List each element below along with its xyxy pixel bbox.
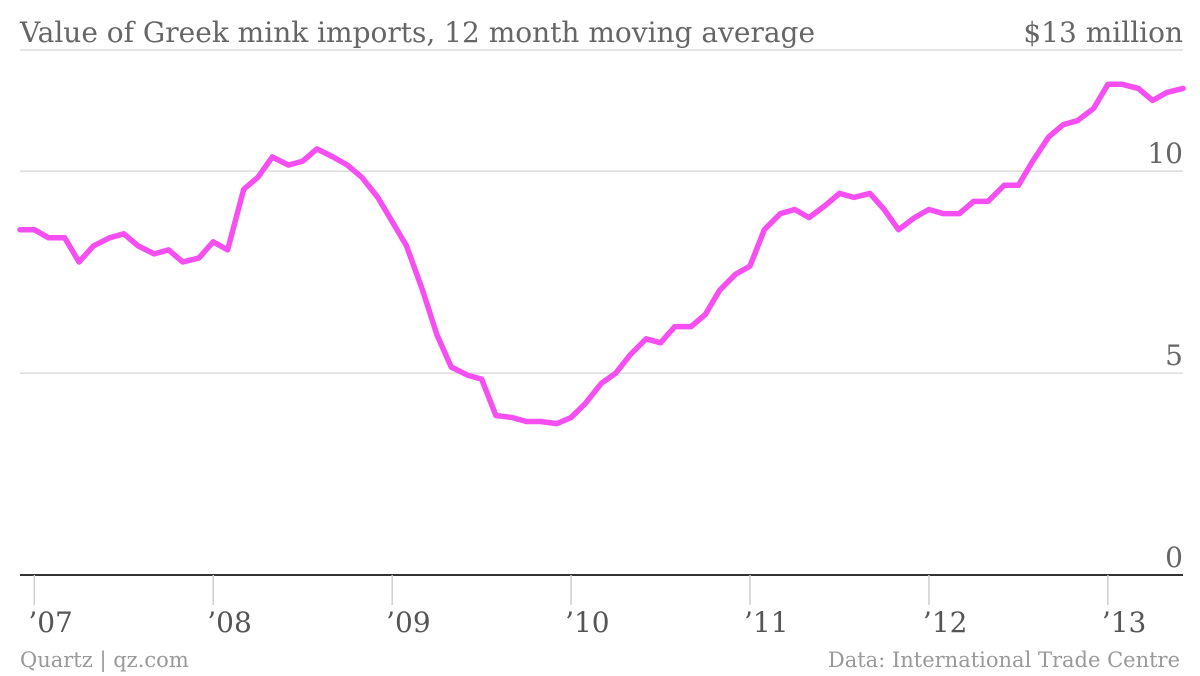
data-point (973, 201, 974, 202)
data-point (705, 314, 706, 315)
data-point (109, 237, 110, 238)
data-point (436, 334, 437, 335)
data-point (34, 229, 35, 230)
x-tick-label: ’13 (1102, 606, 1147, 639)
data-point (20, 229, 21, 230)
data-point (943, 213, 944, 214)
data-point (630, 354, 631, 355)
data-point (213, 241, 214, 242)
data-point (1048, 136, 1049, 137)
data-point (1107, 84, 1108, 85)
chart-title: Value of Greek mink imports, 12 month mo… (19, 16, 815, 49)
data-point (288, 165, 289, 166)
data-point (809, 217, 810, 218)
data-point (646, 338, 647, 339)
data-point (272, 157, 273, 158)
data-point (243, 189, 244, 190)
data-point (1018, 185, 1019, 186)
data-point (406, 245, 407, 246)
data-point (825, 205, 826, 206)
footer-data-source: Data: International Trade Centre (828, 648, 1180, 672)
data-point (422, 290, 423, 291)
data-point (1004, 185, 1005, 186)
data-point (898, 229, 899, 230)
x-tick-label: ’10 (565, 606, 610, 639)
data-point (93, 245, 94, 246)
data-point (227, 249, 228, 250)
data-point (540, 421, 541, 422)
data-point (495, 415, 496, 416)
data-point (764, 229, 765, 230)
x-tick-label: ’08 (207, 606, 252, 639)
data-point (884, 209, 885, 210)
data-point (674, 326, 675, 327)
data-point (123, 233, 124, 234)
data-point (1032, 161, 1033, 162)
data-point (258, 177, 259, 178)
gridlines (20, 49, 1183, 576)
data-point (869, 193, 870, 194)
data-point (660, 342, 661, 343)
data-point (79, 262, 80, 263)
x-axis-ticks: ’07 ’08 ’09 ’10 ’11 ’12 ’13 (28, 575, 1146, 639)
x-tick-label: ’07 (28, 606, 73, 639)
data-point (182, 262, 183, 263)
data-point (1063, 124, 1064, 125)
data-point (735, 274, 736, 275)
data-point (526, 421, 527, 422)
data-point (601, 383, 602, 384)
x-tick-label: ’09 (386, 606, 431, 639)
data-point (928, 209, 929, 210)
data-point (750, 266, 751, 267)
data-point (959, 213, 960, 214)
data-point (556, 423, 557, 424)
data-point (914, 217, 915, 218)
data-point (392, 221, 393, 222)
data-point (198, 258, 199, 259)
x-tick-label: ’12 (923, 606, 968, 639)
data-point (780, 213, 781, 214)
data-point (615, 373, 616, 374)
data-point (317, 148, 318, 149)
data-point (347, 165, 348, 166)
x-tick-label: ’11 (744, 606, 789, 639)
data-point (1077, 120, 1078, 121)
data-point (719, 290, 720, 291)
data-point (853, 197, 854, 198)
data-point (585, 403, 586, 404)
data-point (839, 193, 840, 194)
data-point (571, 417, 572, 418)
data-point (794, 209, 795, 210)
data-point (1093, 108, 1094, 109)
data-point (64, 237, 65, 238)
y-axis-unit-label: $13 million (1023, 16, 1183, 49)
y-tick-label: 10 (1147, 137, 1183, 170)
data-point (512, 417, 513, 418)
y-axis-ticks: 0 5 10 (1147, 137, 1183, 574)
data-point (451, 367, 452, 368)
data-point (48, 237, 49, 238)
data-point (1138, 88, 1139, 89)
data-point (138, 245, 139, 246)
data-point (302, 161, 303, 162)
footer-source-credit: Quartz | qz.com (20, 648, 189, 673)
data-point (988, 201, 989, 202)
y-tick-label: 0 (1165, 541, 1183, 574)
data-point (1166, 92, 1167, 93)
data-point (481, 379, 482, 380)
data-point (1122, 84, 1123, 85)
data-point (467, 375, 468, 376)
y-tick-label: 5 (1165, 339, 1183, 372)
data-point (361, 177, 362, 178)
data-point (168, 249, 169, 250)
data-point (154, 253, 155, 254)
series-line-0 (17, 81, 1186, 427)
data-point (377, 197, 378, 198)
data-point (333, 157, 334, 158)
data-point (691, 326, 692, 327)
data-point (1152, 100, 1153, 101)
series-group (17, 81, 1186, 427)
data-point (1183, 88, 1184, 89)
